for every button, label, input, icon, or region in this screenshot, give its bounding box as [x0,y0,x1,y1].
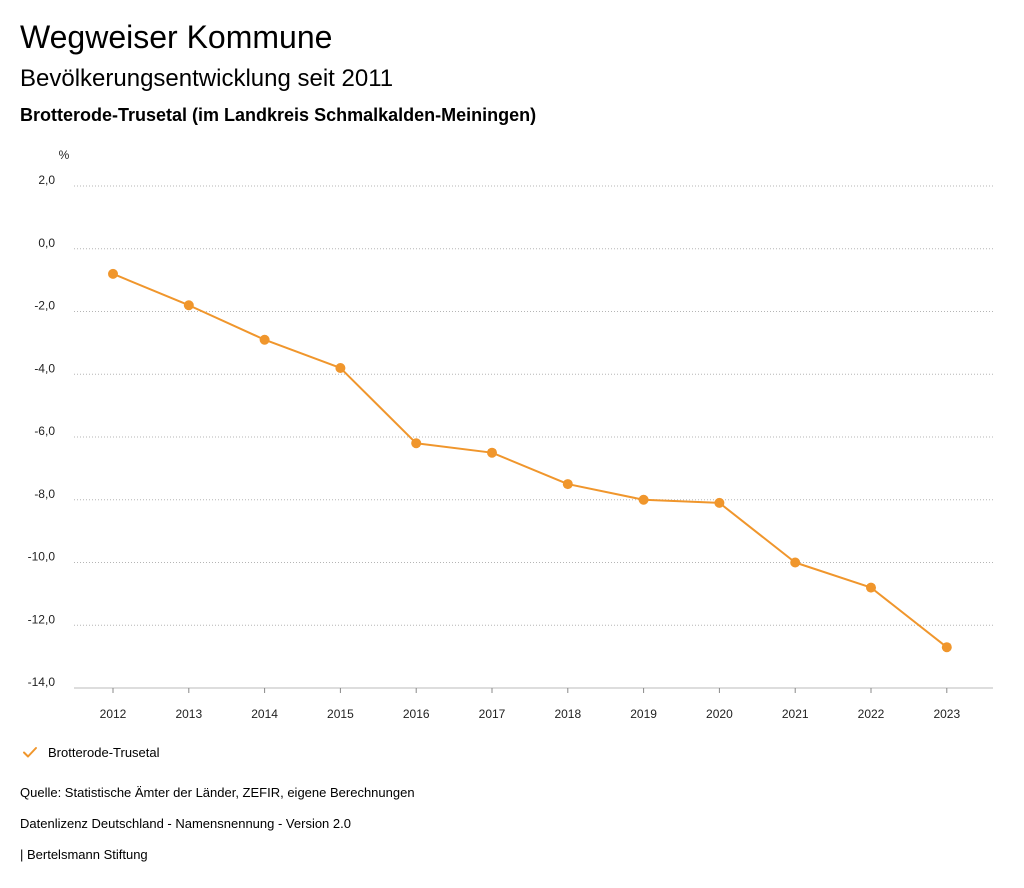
data-point [335,362,346,373]
x-tick-label: 2020 [706,707,733,720]
y-tick-label: 0,0 [38,236,55,250]
x-tick-label: 2016 [403,707,430,720]
data-point [562,479,573,490]
region-title: Brotterode-Trusetal (im Landkreis Schmal… [20,105,537,125]
y-axis-ticks: 2,0 0,0 -2,0 -4,0 -6,0 -8,0 -10,0 -12,0 -14,0 [28,173,56,689]
x-tick-label: 2019 [630,707,657,720]
gridlines [74,185,993,626]
y-axis-label: % [59,148,70,162]
legend-label: Brotterode-Trusetal [48,744,160,760]
y-tick-label: 2,0 [38,173,55,187]
data-point [411,438,422,449]
y-tick-label: -14,0 [28,675,56,689]
source-note: Quelle: Statistische Ämter der Länder, Z… [20,785,415,800]
x-tick-label: 2014 [251,707,278,720]
legend-item-brotterode-trusetal[interactable]: Brotterode-Trusetal [22,744,160,760]
data-point [183,300,194,311]
y-tick-label: -2,0 [34,299,55,313]
line-chart: 2,0 0,0 -2,0 -4,0 -6,0 -8,0 -10,0 -12,0 -14,0 20… [28,148,993,720]
data-point [487,447,497,458]
x-axis: 2012 2013 2014 2015 2016 2017 2018 2019 2020 2021… [74,687,993,720]
x-tick-label: 2018 [554,707,581,720]
x-tick-label: 2022 [858,707,885,720]
data-point [941,642,952,653]
data-point [714,497,725,508]
data-point [108,268,118,279]
data-point [259,334,270,345]
x-tick-label: 2023 [933,707,960,720]
y-tick-label: -12,0 [28,612,56,626]
data-point [638,494,649,505]
checkmark-icon [23,747,37,758]
data-point [866,582,876,593]
data-point [790,557,801,568]
y-tick-label: -4,0 [34,361,55,375]
chart-subtitle: Bevölkerungsentwicklung seit 2011 [20,65,394,92]
y-tick-label: -10,0 [28,550,56,564]
x-tick-label: 2015 [327,707,354,720]
series-line [112,272,948,648]
x-tick-label: 2017 [479,707,506,720]
x-tick-label: 2021 [782,707,809,720]
y-tick-label: -6,0 [34,424,55,438]
y-tick-label: -8,0 [34,487,55,501]
license-note: Datenlizenz Deutschland - Namensnennung … [20,816,351,831]
x-tick-label: 2012 [100,707,127,720]
page-title: Wegweiser Kommune [20,19,333,55]
publisher-link[interactable]: | Bertelsmann Stiftung [20,847,148,862]
series-layer [108,268,952,653]
x-tick-label: 2013 [175,707,202,720]
